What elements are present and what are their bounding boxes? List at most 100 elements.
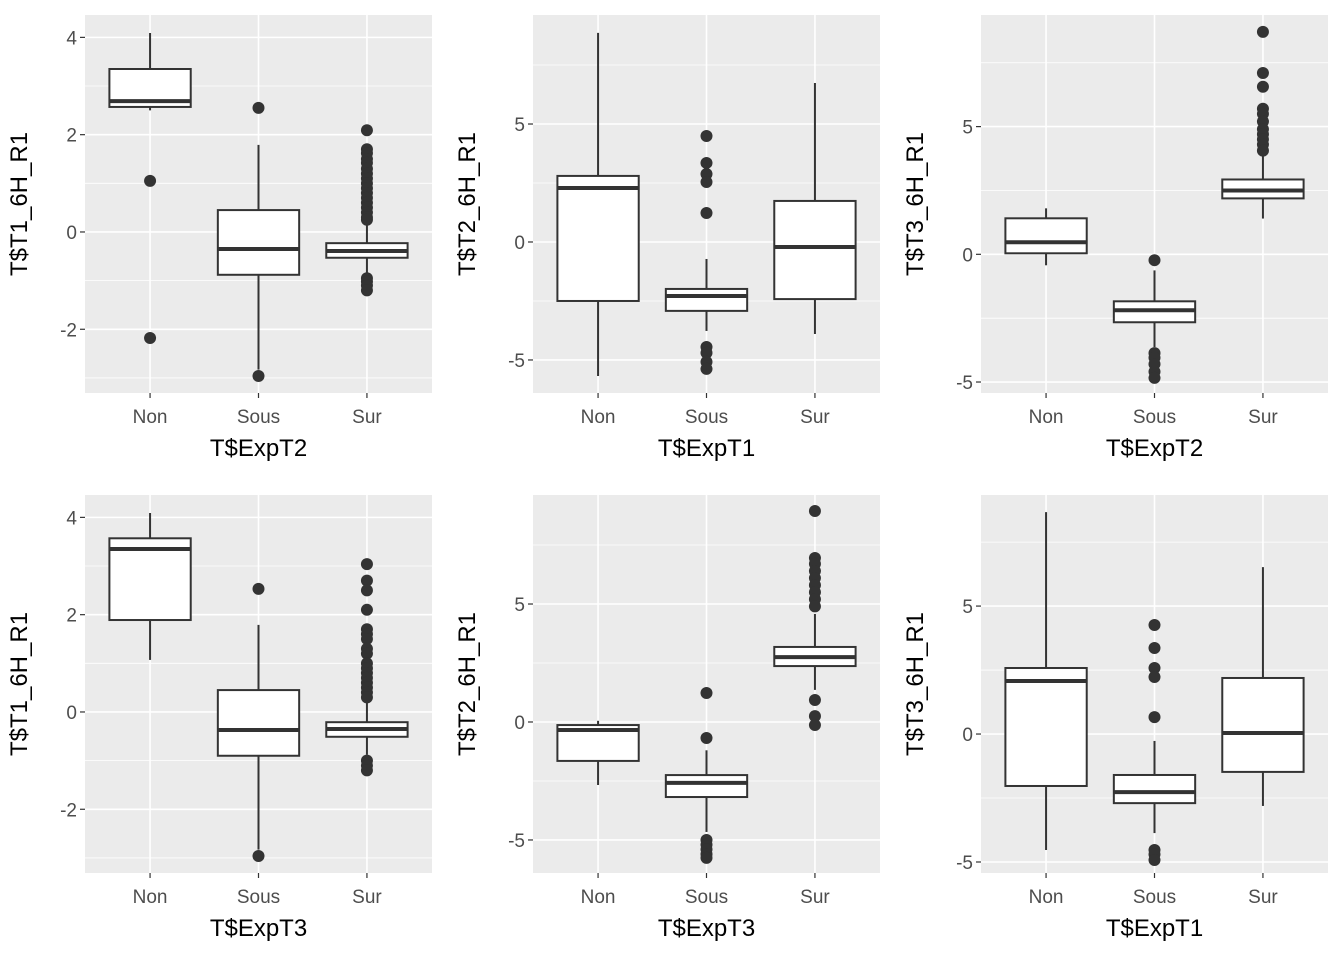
outlier-point (700, 362, 713, 375)
outlier-point (360, 691, 373, 704)
y-tick-label: 5 (962, 597, 973, 618)
x-tick-label: Sous (1133, 887, 1176, 908)
box-Sur (325, 124, 409, 297)
box-Sur (325, 558, 409, 777)
box-Non (556, 720, 640, 785)
outlier-point (1256, 25, 1269, 38)
x-tick-label: Sur (352, 887, 382, 908)
outlier-point (700, 176, 713, 189)
x-tick-label: Sur (800, 407, 830, 428)
y-axis-title: T$T1_6H_R1 (6, 612, 33, 756)
outlier-point (700, 851, 713, 864)
outlier-point (1256, 66, 1269, 79)
box-Sous (216, 582, 301, 862)
y-tick-label: 0 (514, 713, 525, 734)
x-axis-title: T$ExpT2 (1106, 435, 1203, 462)
outlier-point (808, 710, 821, 723)
x-tick-label: Non (581, 407, 616, 428)
y-axis-title: T$T2_6H_R1 (454, 612, 481, 756)
outlier-point (252, 101, 265, 114)
box-Sous (1112, 619, 1197, 866)
outlier-point (700, 206, 713, 219)
box-Non (556, 32, 640, 377)
box-Non (1004, 208, 1088, 266)
box-Sur (773, 505, 857, 732)
y-tick-label: 5 (962, 118, 973, 139)
panel-2: -5 0 5 Non Sous Sur T$ExpT1 T$T2_6H_R1 (454, 15, 880, 462)
outlier-point (360, 284, 373, 297)
outlier-point (1148, 711, 1161, 724)
box-iqr (556, 174, 640, 302)
outlier-point (1256, 144, 1269, 157)
x-axis-title: T$ExpT1 (658, 435, 755, 462)
y-tick-label: 4 (66, 28, 77, 49)
box-Sur (773, 82, 857, 335)
box-Sous (216, 101, 301, 382)
x-tick-label: Sous (1133, 407, 1176, 428)
x-tick-label: Sur (1248, 407, 1278, 428)
x-axis-title: T$ExpT1 (1106, 915, 1203, 942)
outlier-point (360, 764, 373, 777)
y-axis-title: T$T3_6H_R1 (902, 612, 929, 756)
box-Non (1004, 512, 1088, 850)
outlier-point (252, 582, 265, 595)
x-axis-title: T$ExpT3 (210, 915, 307, 942)
outlier-point (700, 130, 713, 143)
x-tick-label: Non (1029, 887, 1064, 908)
box-iqr (1112, 773, 1197, 805)
x-tick-label: Sur (352, 407, 382, 428)
outlier-point (144, 174, 157, 187)
x-axis-title: T$ExpT3 (658, 915, 755, 942)
outlier-point (360, 574, 373, 587)
outlier-point (360, 584, 373, 597)
y-tick-label: 2 (66, 126, 77, 147)
y-tick-label: -2 (60, 320, 77, 341)
outlier-point (808, 600, 821, 613)
box-Sous (664, 130, 749, 375)
outlier-point (360, 603, 373, 616)
y-axis-title: T$T1_6H_R1 (6, 132, 33, 276)
outlier-point (360, 633, 373, 645)
outlier-point (700, 686, 713, 699)
panel-5: -5 0 5 Non Sous Sur T$ExpT3 T$T2_6H_R1 (454, 495, 880, 942)
outlier-point (808, 505, 821, 518)
y-tick-label: 0 (66, 703, 77, 724)
y-axis-title: T$T2_6H_R1 (454, 132, 481, 276)
outlier-point (700, 156, 713, 169)
y-tick-label: 0 (514, 233, 525, 254)
x-tick-label: Non (1029, 407, 1064, 428)
box-Non (108, 513, 192, 660)
x-axis-title: T$ExpT2 (210, 435, 307, 462)
y-tick-label: -5 (956, 373, 973, 394)
outlier-point (360, 558, 373, 571)
y-tick-label: -2 (60, 800, 77, 821)
box-iqr (1221, 676, 1305, 773)
box-iqr (216, 209, 301, 276)
outlier-point (1148, 619, 1161, 632)
outlier-point (1148, 642, 1161, 655)
outlier-point (360, 647, 373, 660)
y-tick-label: 2 (66, 606, 77, 627)
box-iqr (773, 199, 857, 301)
box-iqr (216, 689, 301, 757)
y-axis-title: T$T3_6H_R1 (902, 132, 929, 276)
panel-4: -2 0 2 4 Non Sous Sur T$ExpT3 T$T1_6H_R1 (6, 495, 432, 942)
y-tick-label: 4 (66, 508, 77, 529)
outlier-point (808, 719, 821, 732)
outlier-point (1148, 853, 1161, 866)
panel-6: -5 0 5 Non Sous Sur T$ExpT1 T$T3_6H_R1 (902, 495, 1328, 942)
box-Sous (1112, 254, 1197, 384)
box-iqr (664, 774, 749, 799)
outlier-point (1148, 371, 1161, 384)
outlier-point (252, 369, 265, 382)
outlier-point (1148, 254, 1161, 267)
x-tick-label: Sur (1248, 887, 1278, 908)
outlier-point (252, 849, 265, 862)
outlier-point (808, 694, 821, 707)
outlier-point (360, 213, 373, 226)
y-tick-label: -5 (956, 853, 973, 874)
y-tick-label: 5 (514, 595, 525, 616)
x-tick-label: Sous (685, 407, 728, 428)
box-iqr (664, 287, 749, 312)
